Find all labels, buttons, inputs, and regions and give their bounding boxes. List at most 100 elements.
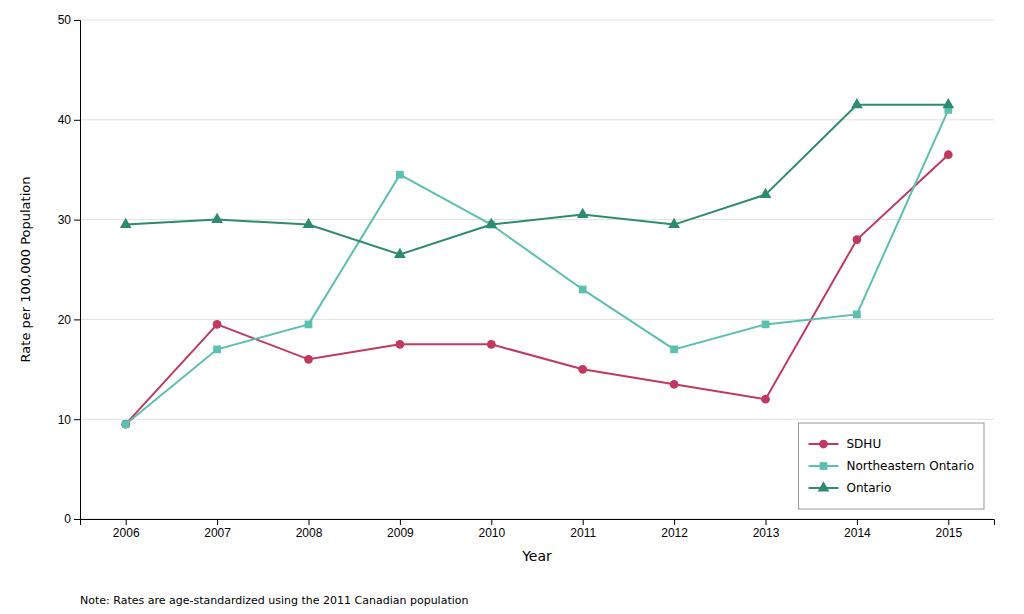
x-tick: 2006 xyxy=(113,519,140,540)
plot-area: 2006200720082009201020112012201320142015… xyxy=(18,13,995,564)
y-tick-label: 30 xyxy=(58,213,72,227)
x-tick: 2010 xyxy=(478,519,505,540)
x-tick: 2013 xyxy=(753,519,780,540)
y-tick-label: 20 xyxy=(58,313,72,327)
legend-swatch-marker xyxy=(818,481,830,491)
series-marker xyxy=(303,218,315,228)
series-marker xyxy=(670,380,679,389)
series-line xyxy=(126,105,949,255)
x-tick-mark xyxy=(400,519,401,525)
series-marker xyxy=(396,340,405,349)
y-tick-mark xyxy=(74,220,80,221)
x-tick-mark xyxy=(491,519,492,525)
series-line xyxy=(126,110,949,424)
y-tick: 50 xyxy=(58,13,80,27)
series-marker xyxy=(396,171,404,179)
legend-item: Northeastern Ontario xyxy=(809,459,975,473)
series-marker xyxy=(578,365,587,374)
x-tick: 2007 xyxy=(204,519,231,540)
y-axis-title: Rate per 100,000 Population xyxy=(18,177,33,363)
series-marker xyxy=(394,248,406,258)
x-tick-label: 2012 xyxy=(661,526,688,540)
series-marker xyxy=(485,218,497,228)
grid-line xyxy=(80,119,994,120)
y-tick-label: 40 xyxy=(58,113,72,127)
x-tick-label: 2007 xyxy=(204,526,231,540)
legend-label: Ontario xyxy=(847,481,892,495)
x-tick-mark xyxy=(583,519,584,525)
x-tick-mark xyxy=(126,519,127,525)
x-axis-title: Year xyxy=(521,548,552,564)
legend-item: SDHU xyxy=(809,437,882,451)
series-marker xyxy=(762,321,770,329)
x-tick-mark xyxy=(309,519,310,525)
x-tick-label: 2014 xyxy=(844,526,871,540)
x-tick-label: 2015 xyxy=(935,526,962,540)
series-marker xyxy=(211,213,223,223)
legend-swatch-marker xyxy=(820,462,828,470)
legend-item: Ontario xyxy=(809,481,892,495)
series-marker xyxy=(760,188,772,198)
x-tick-label: 2006 xyxy=(113,526,140,540)
x-tick: 2012 xyxy=(661,519,688,540)
x-tick: 2011 xyxy=(570,519,596,540)
series-marker xyxy=(579,286,587,294)
y-tick-label: 0 xyxy=(64,512,71,526)
series-marker xyxy=(944,150,953,159)
x-tick-label: 2013 xyxy=(753,526,780,540)
x-axis-line xyxy=(81,520,995,526)
x-tick-mark xyxy=(948,519,949,525)
x-tick-mark xyxy=(857,519,858,525)
x-tick: 2009 xyxy=(387,519,414,540)
legend-frame xyxy=(799,423,985,509)
series-marker xyxy=(305,321,313,329)
y-tick-label: 50 xyxy=(58,13,72,27)
grid-line xyxy=(80,419,994,420)
legend: SDHU Northeastern Ontario Ontario xyxy=(799,423,985,509)
y-tick-mark xyxy=(74,20,80,21)
series-line xyxy=(126,155,949,424)
series-marker xyxy=(121,420,130,429)
series-marker xyxy=(304,355,313,364)
series-marker xyxy=(853,235,862,244)
x-tick-mark xyxy=(766,519,767,525)
y-tick-mark xyxy=(74,120,80,121)
series-marker xyxy=(213,345,221,353)
series-marker xyxy=(668,218,680,228)
x-tick: 2015 xyxy=(935,519,962,540)
series-marker xyxy=(213,320,222,329)
x-tick-mark xyxy=(674,519,675,525)
y-tick: 0 xyxy=(64,512,80,526)
y-tick-label: 10 xyxy=(58,413,72,427)
series-marker xyxy=(853,311,861,319)
grid-line xyxy=(80,319,994,320)
grid-line xyxy=(80,20,994,21)
x-tick-label: 2008 xyxy=(296,526,323,540)
x-tick: 2008 xyxy=(296,519,323,540)
series-marker xyxy=(761,395,770,404)
series-marker xyxy=(487,340,496,349)
y-tick: 20 xyxy=(58,313,80,327)
x-tick: 2014 xyxy=(844,519,871,540)
y-tick: 30 xyxy=(58,213,80,227)
series-marker xyxy=(120,218,132,228)
series-marker xyxy=(851,98,863,108)
series-marker xyxy=(577,208,589,218)
legend-label: SDHU xyxy=(847,437,882,451)
series-marker xyxy=(670,345,678,353)
note: Note: Rates are age-standardized using t… xyxy=(80,594,468,607)
y-tick-mark xyxy=(74,319,80,320)
series-marker xyxy=(942,98,954,108)
marks xyxy=(120,98,954,429)
x-axis: 2006 2007 2008 2009 2010 2011 2012 2013 2014 2015 xyxy=(81,519,995,540)
chart: 2006200720082009201020112012201320142015… xyxy=(0,0,1024,614)
y-tick: 40 xyxy=(58,113,80,127)
x-tick-label: 2009 xyxy=(387,526,414,540)
y-tick-mark xyxy=(74,519,80,520)
series-marker xyxy=(122,420,130,428)
grid xyxy=(80,20,994,519)
y-tick: 10 xyxy=(58,413,80,427)
y-axis: 0 10 20 30 40 50 xyxy=(58,13,81,526)
legend-swatch-marker xyxy=(819,440,828,449)
x-tick-mark xyxy=(217,519,218,525)
